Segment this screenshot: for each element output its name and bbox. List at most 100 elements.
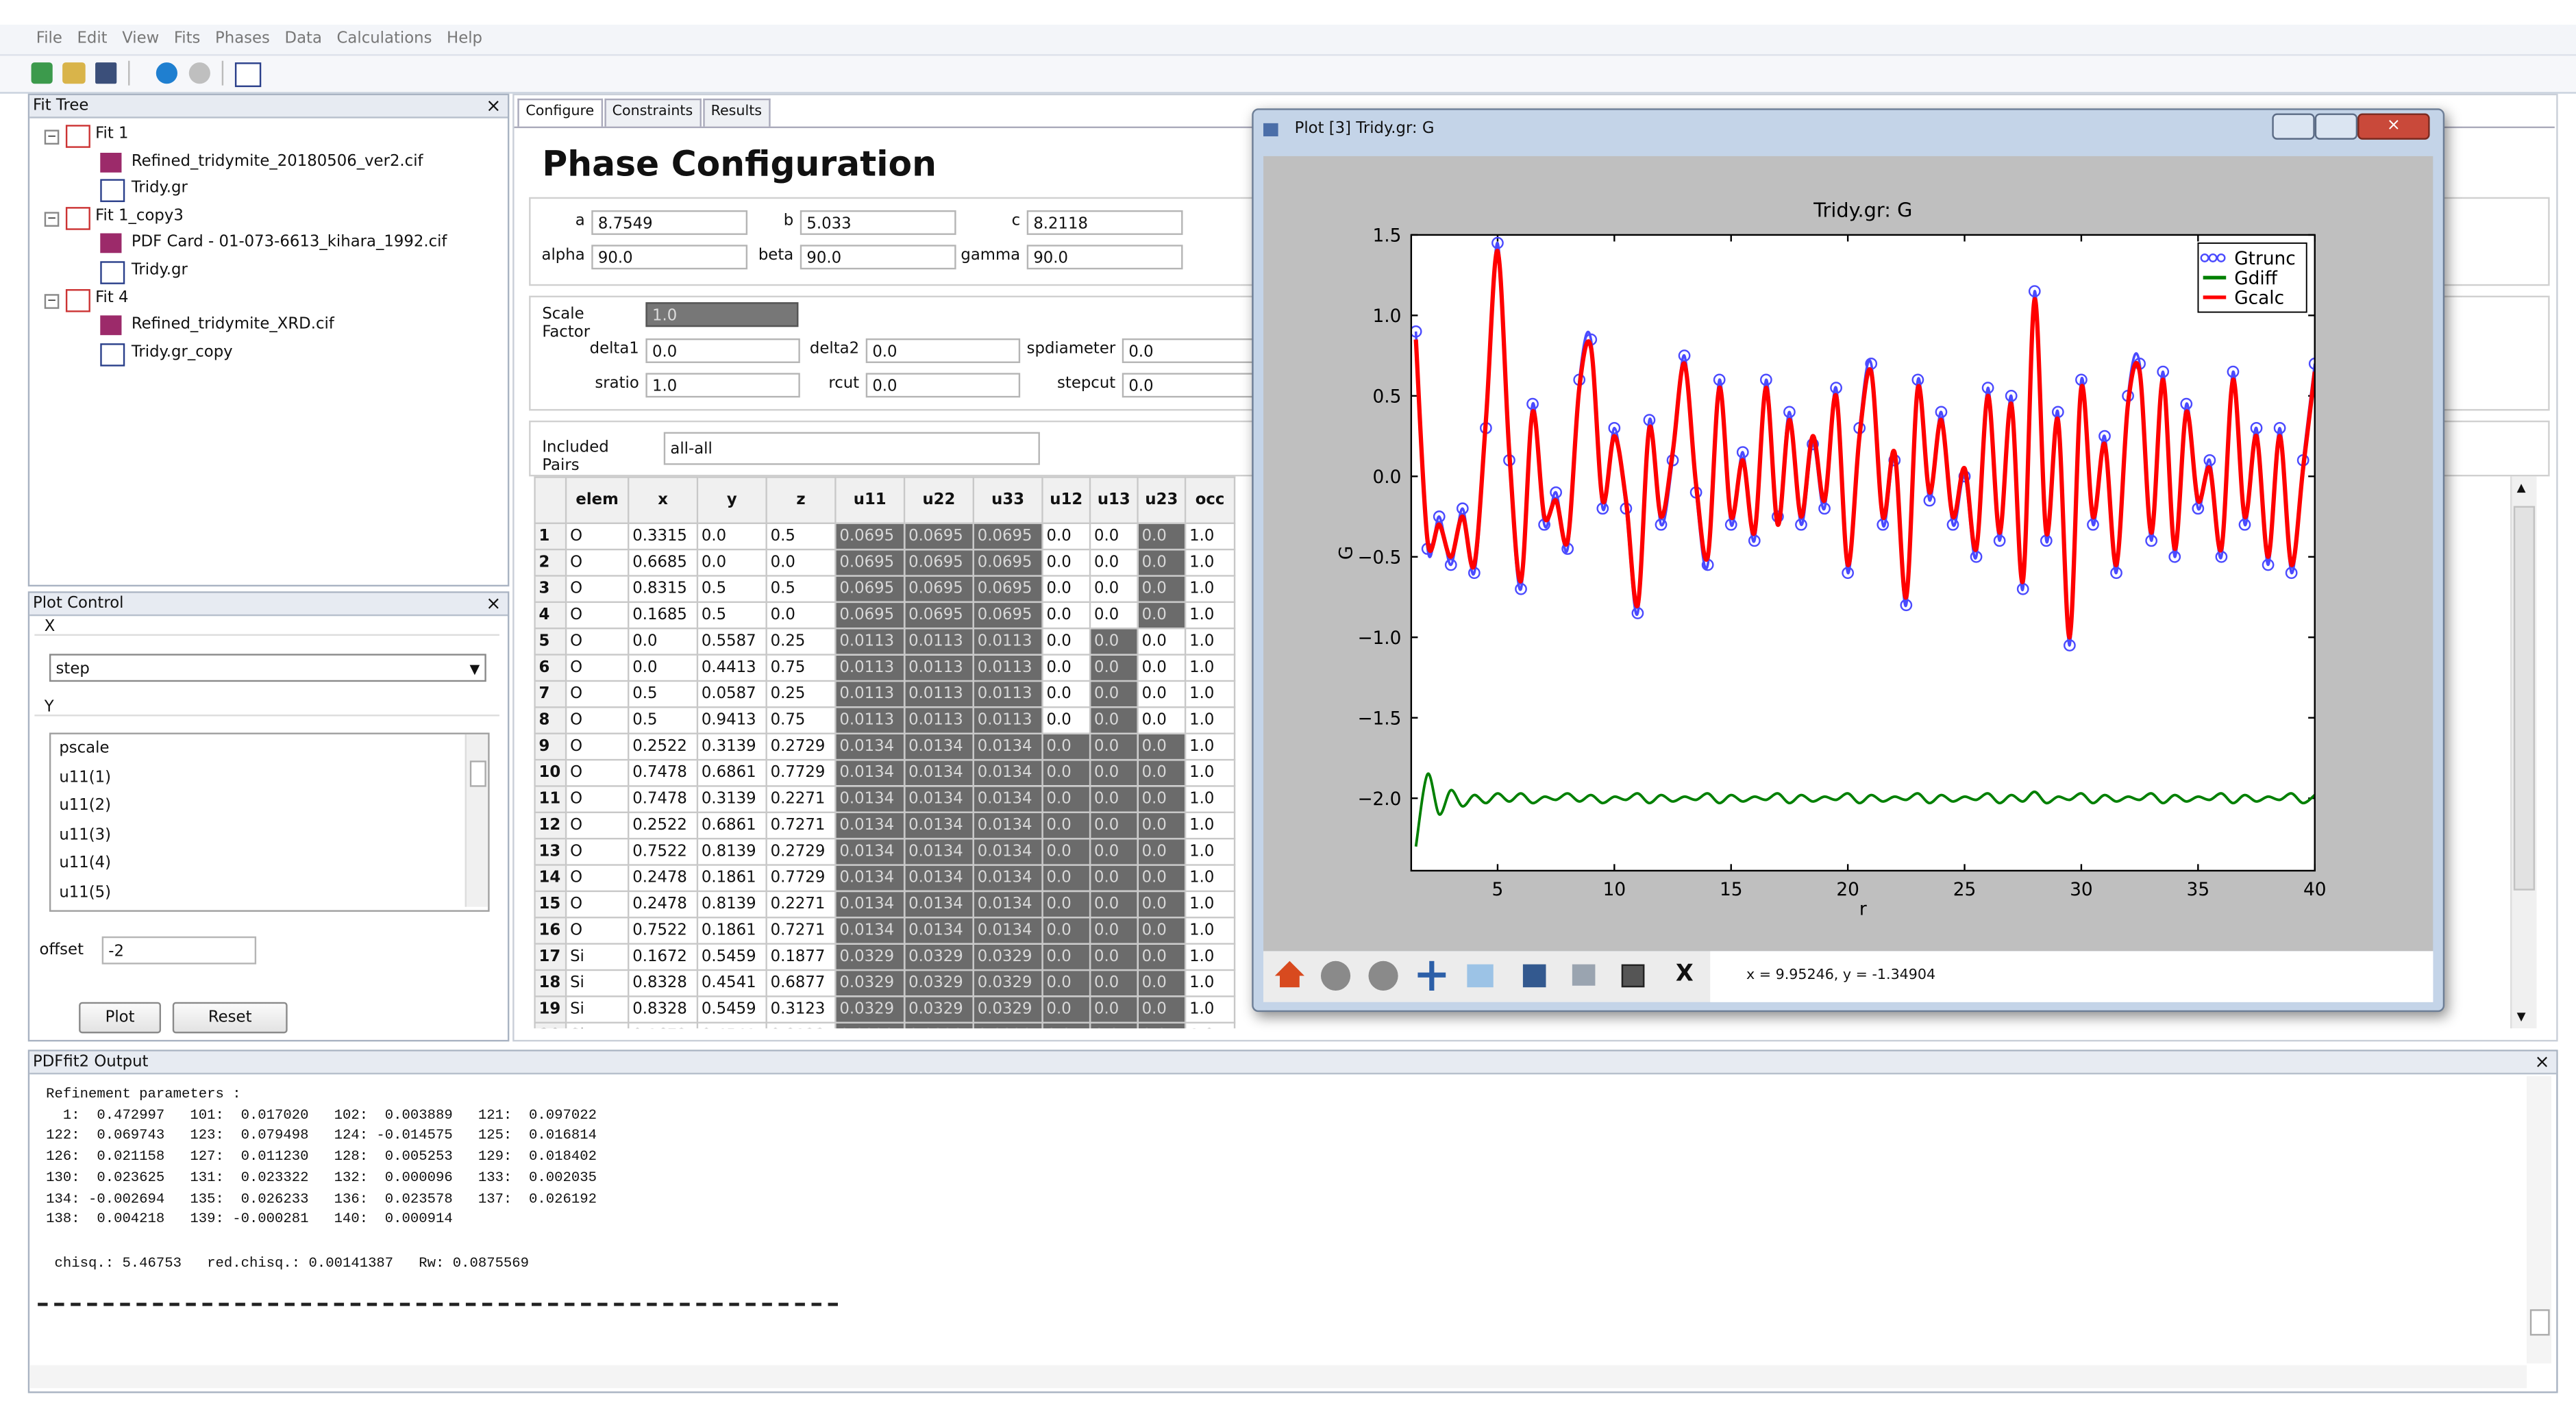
atom-cell[interactable]: 0.0134 <box>834 732 906 761</box>
offset-input[interactable]: -2 <box>101 936 257 965</box>
list-item[interactable]: pscale <box>59 739 110 758</box>
atom-cell[interactable]: 0.0134 <box>903 890 974 919</box>
atom-cell[interactable]: 0.2729 <box>765 732 837 761</box>
menu-item[interactable]: View <box>122 29 160 48</box>
atom-cell[interactable]: 0.0 <box>696 522 767 551</box>
atom-cell[interactable]: 0.0 <box>1137 601 1187 630</box>
atom-cell[interactable]: 1.0 <box>1184 575 1236 604</box>
atom-cell[interactable]: 1.0 <box>1184 522 1236 551</box>
menu-item[interactable]: Edit <box>77 29 108 48</box>
atom-cell[interactable]: O <box>565 811 630 840</box>
atom-cell[interactable]: 0.0 <box>1089 917 1139 945</box>
atom-cell[interactable]: 0.0 <box>1089 732 1139 761</box>
atom-cell[interactable]: 1.0 <box>1184 917 1236 945</box>
atom-cell[interactable]: 0.7478 <box>628 785 699 813</box>
atom-cell[interactable]: 0.0695 <box>903 575 974 604</box>
column-header[interactable]: u23 <box>1137 476 1187 524</box>
atom-cell[interactable]: O <box>565 706 630 734</box>
atom-cell[interactable]: 0.0 <box>1137 995 1187 1024</box>
atom-cell[interactable]: 0.8315 <box>628 575 699 604</box>
atom-cell[interactable]: 0.0 <box>696 548 767 577</box>
atom-cell[interactable]: 0.4541 <box>696 969 767 997</box>
atom-cell[interactable]: 0.5 <box>696 601 767 630</box>
atom-cell[interactable]: 0.8139 <box>696 890 767 919</box>
atom-cell[interactable]: O <box>565 890 630 919</box>
atom-cell[interactable]: 0.0 <box>1089 864 1139 893</box>
atom-cell[interactable]: 0.0134 <box>972 811 1043 840</box>
atom-cell[interactable]: 0.0 <box>1089 943 1139 971</box>
atom-cell[interactable]: 1.0 <box>1184 706 1236 734</box>
atom-cell[interactable]: 0.0 <box>1041 811 1091 840</box>
atom-cell[interactable]: 0.0134 <box>834 890 906 919</box>
field-input[interactable]: 90.0 <box>800 245 956 270</box>
atom-cell[interactable]: 0.0 <box>1041 732 1091 761</box>
atom-cell[interactable]: 0.0134 <box>903 758 974 787</box>
list-item[interactable]: u11(2) <box>59 797 112 815</box>
column-header[interactable]: u12 <box>1041 476 1091 524</box>
column-header[interactable]: u22 <box>903 476 974 524</box>
atom-cell[interactable]: 0.0 <box>1041 864 1091 893</box>
field-input[interactable]: 5.033 <box>800 210 956 235</box>
atom-cell[interactable]: 1.0 <box>1184 654 1236 682</box>
atom-cell[interactable]: O <box>565 548 630 577</box>
atom-cell[interactable]: 0.2478 <box>628 864 699 893</box>
fit-item[interactable]: Fit 1 <box>95 125 129 143</box>
atom-cell[interactable]: 0.0134 <box>972 758 1043 787</box>
atom-cell[interactable]: 0.0113 <box>972 628 1043 656</box>
atom-cell[interactable]: 0.2729 <box>765 837 837 866</box>
atom-cell[interactable]: 0.0 <box>1041 654 1091 682</box>
atom-cell[interactable]: 0.2522 <box>628 732 699 761</box>
atom-cell[interactable]: 0.0 <box>1137 785 1187 813</box>
atom-cell[interactable]: 0.0 <box>1041 522 1091 551</box>
expander[interactable]: − <box>44 211 60 227</box>
atom-cell[interactable]: 0.3139 <box>696 732 767 761</box>
field-input[interactable]: 90.0 <box>1026 245 1183 270</box>
atom-cell[interactable]: 0.0134 <box>903 917 974 945</box>
tab[interactable]: Configure <box>517 98 603 127</box>
atom-cell[interactable]: 0.0 <box>1137 706 1187 734</box>
close-button[interactable]: × <box>486 593 501 615</box>
atom-cell[interactable]: 0.9413 <box>696 706 767 734</box>
atom-cell[interactable]: 0.0134 <box>834 811 906 840</box>
atom-cell[interactable]: 0.0113 <box>903 628 974 656</box>
scrollbar[interactable] <box>2527 1076 2552 1364</box>
atom-cell[interactable]: 0.0329 <box>903 1021 974 1029</box>
atom-cell[interactable]: 0.1877 <box>765 943 837 971</box>
atom-cell[interactable]: 0.0 <box>1089 575 1139 604</box>
data-item[interactable]: Tridy.gr <box>131 261 188 280</box>
column-header[interactable]: elem <box>565 476 630 524</box>
atom-cell[interactable]: 0.0 <box>1089 680 1139 708</box>
save-icon[interactable] <box>1522 964 1546 988</box>
atom-cell[interactable]: 0.7522 <box>628 837 699 866</box>
atom-cell[interactable]: 0.0695 <box>834 601 906 630</box>
atom-cell[interactable]: 0.0329 <box>834 1021 906 1029</box>
atom-cell[interactable]: 0.5 <box>628 706 699 734</box>
atom-cell[interactable]: 0.0 <box>1089 811 1139 840</box>
atom-cell[interactable]: 0.0 <box>1089 969 1139 997</box>
field-input[interactable]: 8.7549 <box>591 210 748 235</box>
column-header[interactable]: u33 <box>972 476 1043 524</box>
atom-cell[interactable]: 0.8328 <box>628 969 699 997</box>
run-icon[interactable] <box>156 62 177 84</box>
atom-cell[interactable]: 0.0134 <box>972 890 1043 919</box>
atom-cell[interactable]: 0.0113 <box>903 680 974 708</box>
atom-cell[interactable]: 0.0 <box>1041 758 1091 787</box>
atom-cell[interactable]: 0.0 <box>1089 628 1139 656</box>
close-button[interactable]: × <box>2534 1051 2550 1073</box>
atom-cell[interactable]: 0.0329 <box>903 995 974 1024</box>
atom-cell[interactable]: 0.0 <box>1137 811 1187 840</box>
atom-cell[interactable]: 0.5 <box>696 575 767 604</box>
atom-cell[interactable]: 0.0 <box>1089 654 1139 682</box>
atom-cell[interactable]: 0.0134 <box>972 837 1043 866</box>
field-input[interactable]: 90.0 <box>591 245 748 270</box>
atom-cell[interactable]: 0.0329 <box>972 943 1043 971</box>
atom-cell[interactable]: 0.7478 <box>628 758 699 787</box>
atom-cell[interactable]: 0.0 <box>1137 628 1187 656</box>
atom-cell[interactable]: 0.5459 <box>696 995 767 1024</box>
column-header[interactable]: y <box>696 476 767 524</box>
atom-cell[interactable]: 0.0 <box>1089 1021 1139 1029</box>
atom-cell[interactable]: 0.0 <box>1137 969 1187 997</box>
list-item[interactable]: u11(3) <box>59 825 112 844</box>
atom-cell[interactable]: 0.0695 <box>903 601 974 630</box>
atom-cell[interactable]: 0.0 <box>1137 654 1187 682</box>
